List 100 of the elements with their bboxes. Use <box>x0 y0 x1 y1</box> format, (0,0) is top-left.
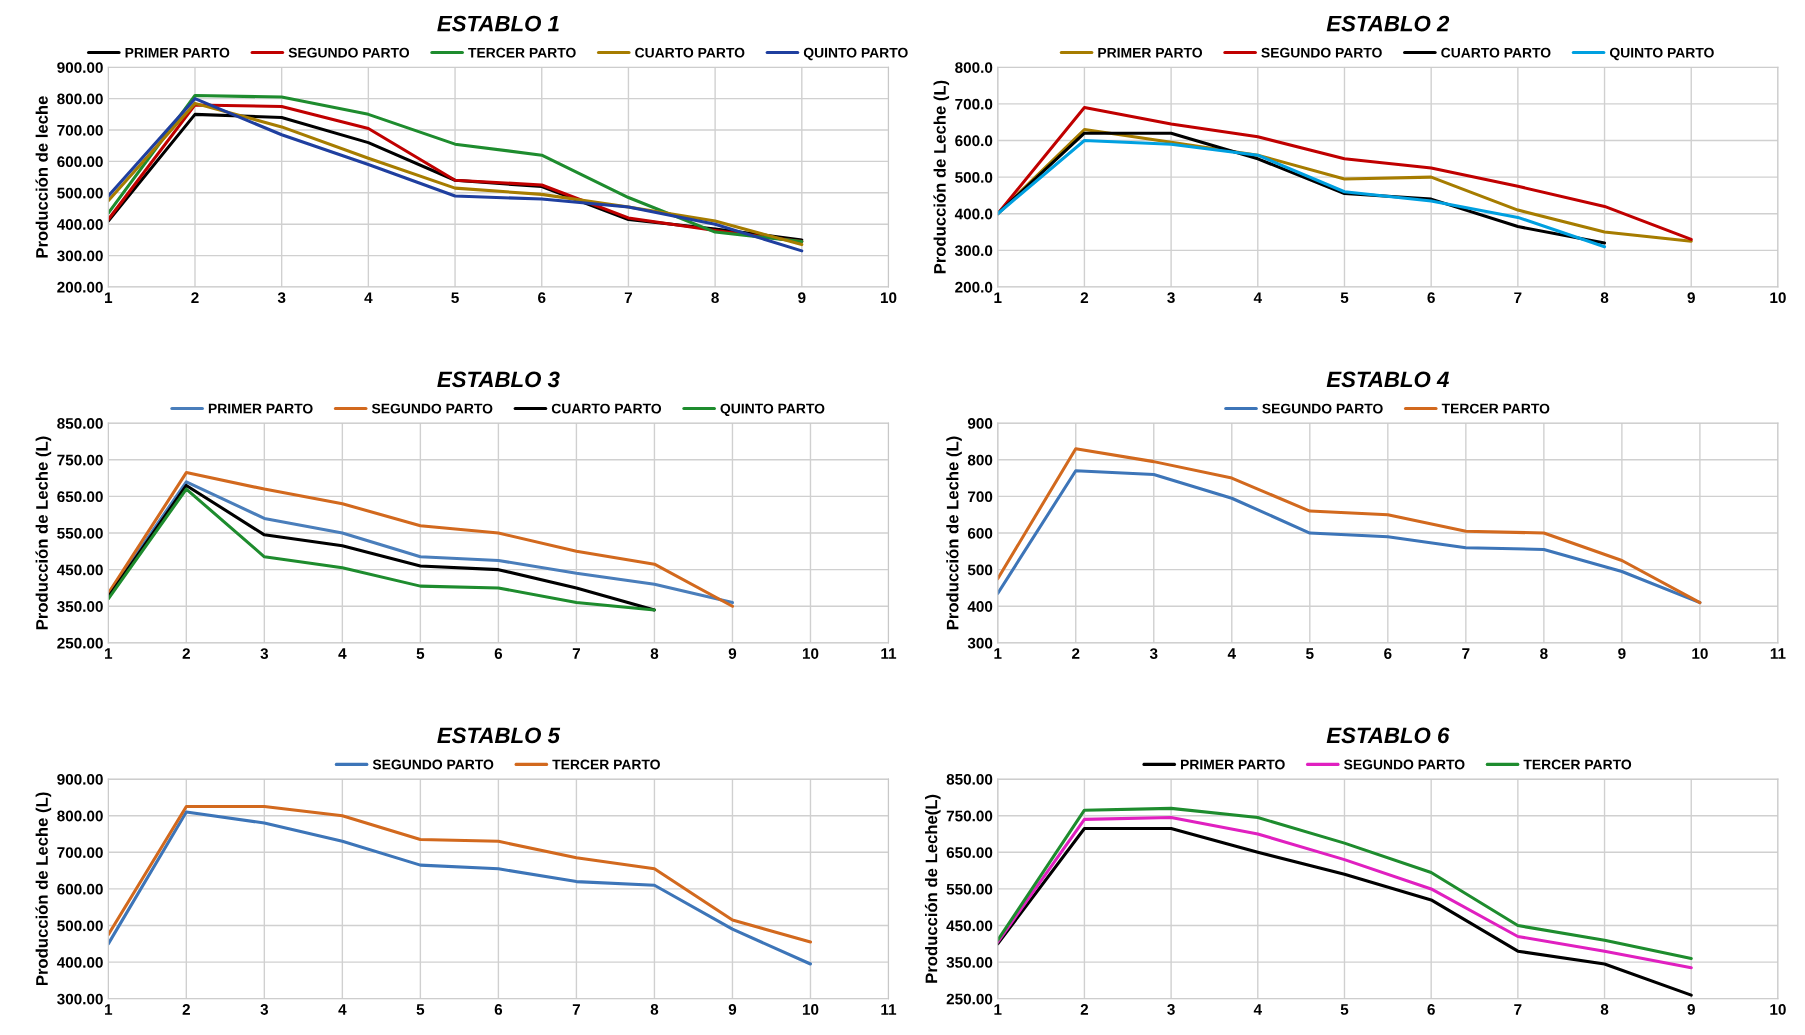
legend-label: SEGUNDO PARTO <box>288 47 410 58</box>
legend-label: PRIMER PARTO <box>208 403 313 414</box>
x-tick-label: 5 <box>1340 292 1349 304</box>
x-tick-label: 6 <box>1384 648 1392 659</box>
legend-label: SEGUNDO PARTO <box>372 759 494 770</box>
legend-label: PRIMER PARTO <box>1181 759 1285 770</box>
y-tick-label: 750.00 <box>57 454 103 466</box>
y-tick-label: 700.0 <box>955 98 993 110</box>
y-tick-label: 450.00 <box>56 564 103 576</box>
x-tick-label: 8 <box>711 292 719 304</box>
y-tick-label: 900.00 <box>57 62 103 73</box>
legend-label: TERCER PARTO <box>552 759 660 770</box>
legend-label: SEGUNDO PARTO <box>1261 47 1382 58</box>
y-tick-label: 500.00 <box>57 187 103 199</box>
legend-label: SEGUNDO PARTO <box>1262 403 1383 414</box>
legend-label: SEGUNDO PARTO <box>1344 759 1465 770</box>
x-tick-label: 3 <box>1167 292 1175 304</box>
x-tick-label: 3 <box>1149 648 1158 659</box>
x-tick-label: 2 <box>182 1004 190 1015</box>
y-tick-label: 650.00 <box>946 847 993 858</box>
y-tick-label: 600.00 <box>57 156 103 168</box>
y-tick-label: 200.00 <box>57 281 103 293</box>
legend-label: CUARTO PARTO <box>635 47 745 58</box>
legend-label: TERCER PARTO <box>1441 403 1550 414</box>
chart-title: ESTABLO 2 <box>1326 15 1450 32</box>
x-tick-label: 7 <box>1514 292 1522 303</box>
x-tick-label: 9 <box>1687 292 1695 304</box>
x-tick-label: 4 <box>1253 1004 1262 1015</box>
x-tick-label: 2 <box>1080 292 1089 303</box>
y-tick-label: 750.00 <box>946 810 993 822</box>
y-tick-label: 300.00 <box>57 250 103 262</box>
y-tick-label: 400.0 <box>954 208 993 220</box>
y-tick-label: 500.00 <box>57 920 103 932</box>
y-tick-label: 350.00 <box>57 601 103 612</box>
y-tick-label: 250.00 <box>946 993 993 1005</box>
x-tick-label: 6 <box>538 292 546 304</box>
y-tick-label: 650.00 <box>57 491 103 503</box>
legend-label: SEGUNDO PARTO <box>371 403 493 414</box>
y-tick-label: 600.00 <box>57 883 103 895</box>
x-tick-label: 7 <box>624 292 633 303</box>
x-tick-label: 1 <box>105 648 113 659</box>
y-tick-label: 400 <box>967 601 993 612</box>
legend-label: CUARTO PARTO <box>1441 47 1551 58</box>
y-tick-label: 350.00 <box>946 957 993 968</box>
x-tick-label: 10 <box>1770 292 1786 304</box>
y-tick-label: 600 <box>967 527 993 539</box>
x-tick-label: 5 <box>1306 648 1314 659</box>
y-tick-label: 300.00 <box>57 993 103 1005</box>
y-tick-label: 700 <box>968 491 993 503</box>
y-tick-label: 400.00 <box>56 219 103 230</box>
y-tick-label: 500 <box>967 564 993 576</box>
x-tick-label: 2 <box>191 292 199 303</box>
x-tick-label: 7 <box>1514 1004 1522 1015</box>
x-tick-label: 4 <box>1227 648 1236 659</box>
x-tick-label: 1 <box>994 1004 1002 1015</box>
x-tick-label: 3 <box>277 292 286 304</box>
x-tick-label: 5 <box>451 292 459 304</box>
x-tick-label: 7 <box>572 648 580 659</box>
x-tick-label: 9 <box>728 1004 737 1015</box>
x-tick-label: 5 <box>416 648 425 659</box>
y-tick-label: 850.00 <box>946 773 993 785</box>
y-tick-label: 850.00 <box>57 418 103 429</box>
x-tick-label: 8 <box>1540 648 1548 659</box>
line-series <box>997 826 1693 997</box>
x-tick-label: 6 <box>1427 292 1435 304</box>
y-axis-title: Producción de Leche(L) <box>924 794 941 983</box>
x-tick-label: 9 <box>1618 648 1626 659</box>
legend-label: PRIMER PARTO <box>1098 47 1203 58</box>
chart-title: ESTABLO 4 <box>1326 371 1449 388</box>
y-tick-label: 300 <box>967 637 993 649</box>
x-tick-label: 3 <box>260 1004 269 1015</box>
legend-label: QUINTO PARTO <box>1609 47 1714 61</box>
legend-label: QUINTO PARTO <box>803 47 908 61</box>
x-tick-label: 1 <box>994 648 1002 659</box>
y-axis-title: Producción de leche <box>35 96 48 258</box>
x-tick-label: 11 <box>1770 648 1786 659</box>
y-tick-label: 800.0 <box>955 62 993 73</box>
x-tick-label: 2 <box>1080 1004 1089 1015</box>
x-tick-label: 2 <box>182 648 190 659</box>
y-axis-title: Producción de Leche (L) <box>35 436 52 630</box>
y-tick-label: 800 <box>967 454 993 466</box>
x-tick-label: 10 <box>802 1004 819 1015</box>
y-tick-label: 300.0 <box>954 245 993 257</box>
x-tick-label: 4 <box>338 648 347 659</box>
line-series <box>997 106 1693 241</box>
x-tick-label: 5 <box>1340 1004 1349 1015</box>
x-tick-label: 8 <box>650 1004 659 1015</box>
legend-label: CUARTO PARTO <box>551 403 662 414</box>
y-tick-label: 550.00 <box>946 883 993 895</box>
chart-title: ESTABLO 1 <box>437 15 559 32</box>
x-tick-label: 8 <box>1600 292 1609 304</box>
x-tick-label: 9 <box>728 648 737 659</box>
y-tick-label: 800.00 <box>57 93 103 105</box>
x-tick-label: 6 <box>494 1004 503 1015</box>
x-tick-label: 4 <box>364 292 373 303</box>
y-tick-label: 800.00 <box>57 810 103 822</box>
x-tick-label: 3 <box>1167 1004 1175 1015</box>
x-tick-label: 4 <box>338 1004 347 1015</box>
y-tick-label: 250.00 <box>57 637 103 649</box>
y-tick-label: 700.00 <box>57 124 103 136</box>
